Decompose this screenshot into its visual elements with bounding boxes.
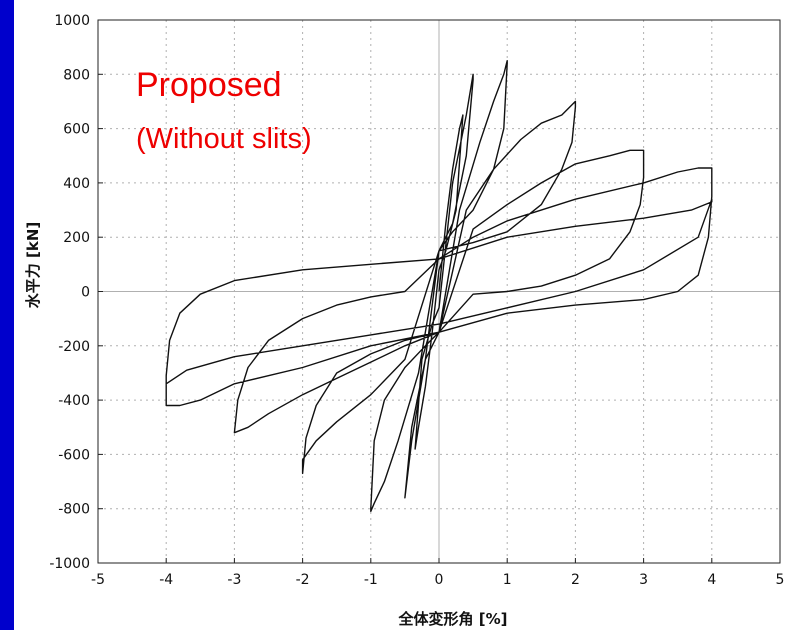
y-tick-label: -1000 [49,556,90,572]
label-layer: -5 -4 -3 -2 -1 0 1 2 3 4 5 -1000 -800 -600 -400 -200 0 20… [49,13,784,588]
hysteresis-curve [165,60,713,513]
axis-layer [97,19,781,564]
x-tick-label: -3 [227,572,241,588]
y-tick-label: 200 [63,230,90,246]
annotation-proposed: Proposed [136,66,282,104]
y-tick-label: -800 [58,502,90,518]
x-tick-label: -1 [364,572,378,588]
y-axis-title: 水平力 [kN] [24,222,42,308]
y-tick-label: 800 [63,67,90,83]
y-tick-label: 1000 [54,13,90,29]
y-tick-label: 0 [81,285,90,301]
x-tick-label: -4 [159,572,173,588]
y-tick-label: -600 [58,447,90,463]
x-tick-label: -2 [296,572,310,588]
y-tick-label: 400 [63,176,90,192]
y-tick-label: 600 [63,122,90,138]
x-tick-label: 2 [571,572,580,588]
x-tick-label: 4 [707,572,716,588]
x-tick-label: 0 [435,572,444,588]
y-tick-label: -400 [58,393,90,409]
hysteresis-chart: -5 -4 -3 -2 -1 0 1 2 3 4 5 -1000 -800 -600 -400 -200 0 20… [24,13,784,628]
y-tick-label: -200 [58,339,90,355]
x-tick-label: 3 [639,572,648,588]
annotation-without-slits: (Without slits) [136,123,312,155]
x-tick-label: -5 [91,572,105,588]
chart-panel: -5 -4 -3 -2 -1 0 1 2 3 4 5 -1000 -800 -600 -400 -200 0 20… [14,0,796,630]
x-axis-title: 全体変形角 [%] [398,610,508,628]
x-tick-label: 5 [776,572,785,588]
x-tick-label: 1 [503,572,512,588]
curve-layer [165,60,713,513]
